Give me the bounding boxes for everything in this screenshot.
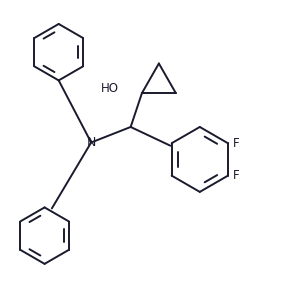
Text: N: N — [86, 136, 96, 149]
Text: HO: HO — [101, 82, 119, 95]
Text: F: F — [233, 169, 240, 182]
Text: F: F — [233, 137, 240, 150]
